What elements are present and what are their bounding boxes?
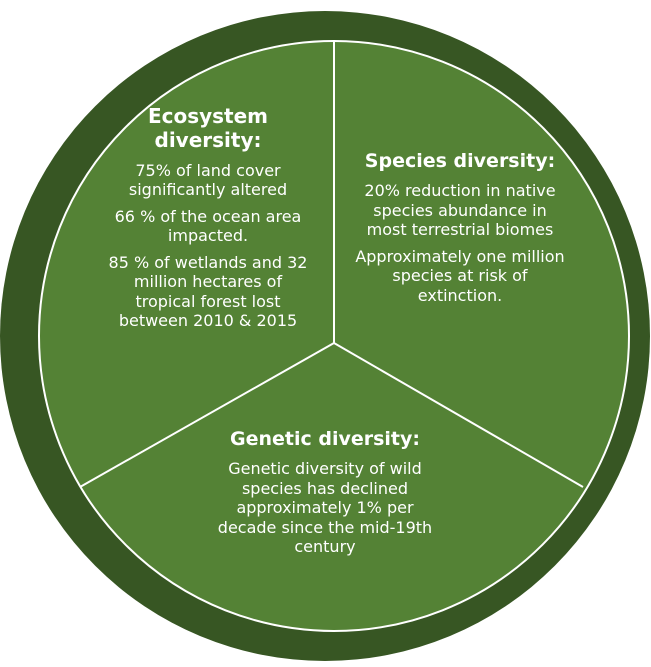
ecosystem-stat-ocean: 66 % of the ocean area impacted.: [114, 206, 302, 246]
divider-right: [333, 342, 584, 488]
ecosystem-diversity-segment: Ecosystem diversity: 75% of land cover s…: [108, 104, 308, 338]
species-stat-extinction: Approximately one million species at ris…: [355, 246, 565, 305]
species-diversity-segment: Species diversity: 20% reduction in nati…: [355, 150, 565, 312]
ecosystem-diversity-title: Ecosystem diversity:: [147, 104, 269, 153]
genetic-diversity-title: Genetic diversity:: [229, 428, 420, 450]
ecosystem-stat-land-cover: 75% of land cover significantly altered: [128, 160, 288, 200]
species-diversity-title: Species diversity:: [364, 150, 556, 172]
ecosystem-stat-wetlands: 85 % of wetlands and 32 million hectares…: [108, 252, 308, 331]
genetic-stat-decline: Genetic diversity of wild species has de…: [217, 459, 433, 557]
divider-left: [79, 342, 335, 488]
genetic-diversity-segment: Genetic diversity: Genetic diversity of …: [205, 428, 445, 564]
species-stat-abundance: 20% reduction in native species abundanc…: [364, 181, 556, 240]
